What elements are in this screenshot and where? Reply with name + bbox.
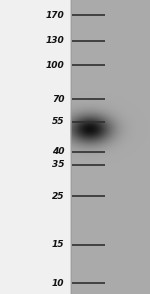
- Text: 10: 10: [52, 279, 64, 288]
- Text: 25: 25: [52, 192, 64, 201]
- Text: 100: 100: [46, 61, 64, 70]
- Text: 70: 70: [52, 95, 64, 103]
- Text: 40: 40: [52, 148, 64, 156]
- Text: 15: 15: [52, 240, 64, 249]
- Text: 55: 55: [52, 117, 64, 126]
- Text: 35: 35: [52, 160, 64, 169]
- Text: 130: 130: [46, 36, 64, 45]
- Text: 170: 170: [46, 11, 64, 20]
- Bar: [70, 0, 150, 294]
- Bar: [0, 0, 70, 294]
